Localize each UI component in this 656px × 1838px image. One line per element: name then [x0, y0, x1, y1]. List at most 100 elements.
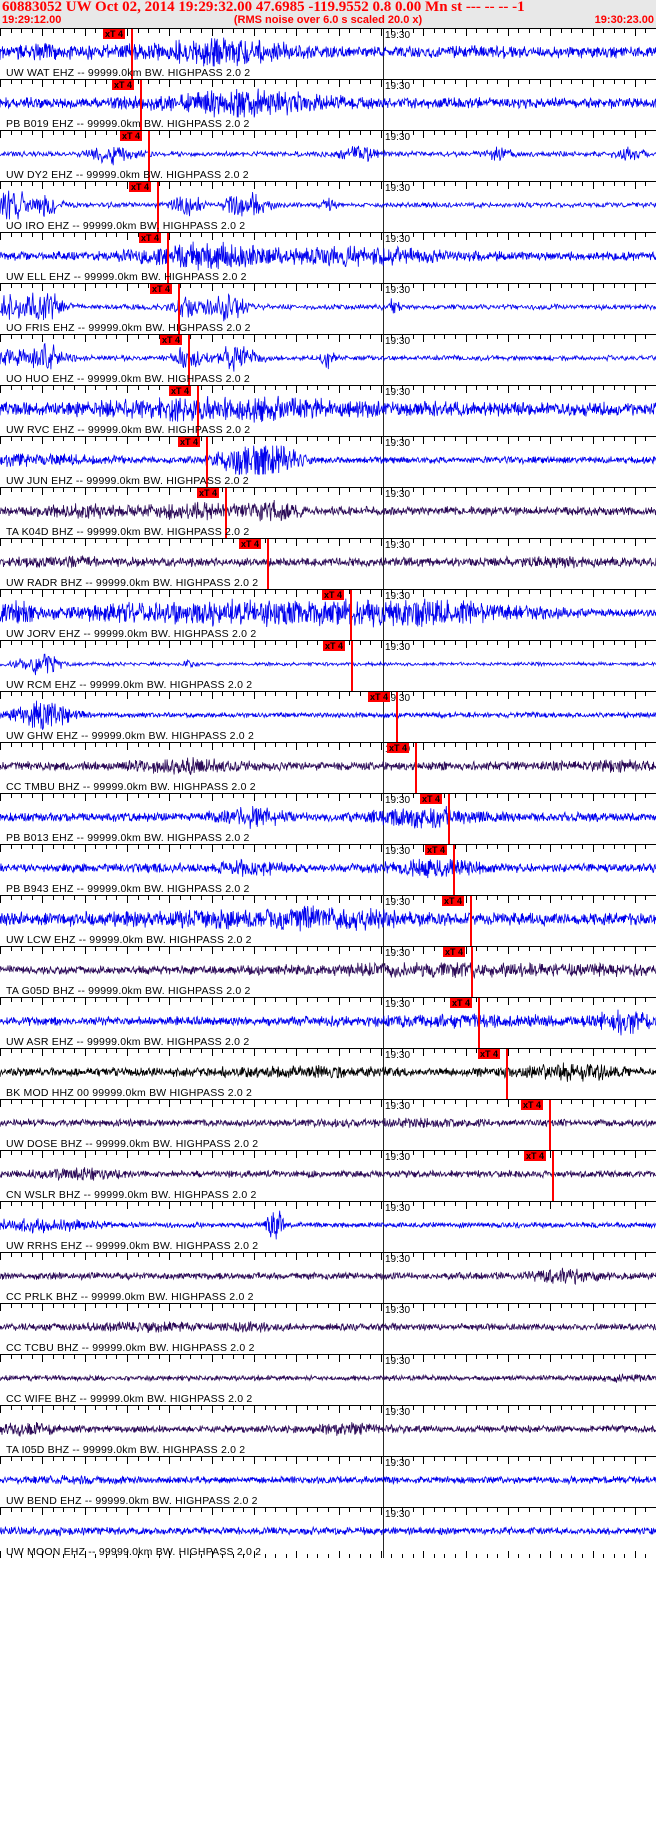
axis-tick	[645, 845, 646, 849]
axis-tick	[106, 641, 107, 645]
trace-row[interactable]: 19:30 CC WIFE BHZ -- 99999.0km BW. HIGHPA…	[0, 1354, 656, 1405]
axis-tick	[317, 1508, 318, 1512]
trace-row[interactable]: 19:30 TA I05D BHZ -- 99999.0km BW. HIGHPA…	[0, 1405, 656, 1456]
axis-tick	[593, 1406, 594, 1413]
axis-tick	[222, 437, 223, 441]
axis-tick	[53, 1406, 54, 1410]
trace-row[interactable]: 19:30 xT 4 TA K04D BHZ -- 99999.0km BW. HI…	[0, 487, 656, 538]
axis-tick	[614, 692, 615, 696]
axis-tick	[116, 29, 117, 33]
axis-tick	[212, 488, 213, 495]
axis-tick	[275, 335, 276, 339]
trace-row[interactable]: 19:30 xT 4 CC TMBU BHZ -- 99999.0km BW. HI…	[0, 742, 656, 793]
axis-tick	[328, 1355, 329, 1359]
axis-tick	[21, 947, 22, 951]
station-label: UW RRHS EHZ -- 99999.0km BW. HIGHPASS 2.…	[6, 1240, 259, 1252]
trace-row[interactable]: 19:30 xT 4 UW DOSE BHZ -- 99999.0km BW. HI…	[0, 1099, 656, 1150]
axis-tick	[635, 284, 636, 291]
time-tick-label: 19:30	[385, 1152, 411, 1163]
axis-tick	[169, 182, 170, 189]
trace-row[interactable]: 19:30 xT 4 UW ELL EHZ -- 99999.0km BW. HIG…	[0, 232, 656, 283]
axis-tick	[571, 539, 572, 543]
trace-row[interactable]: 19:30 xT 4 UW RCM EHZ -- 99999.0km BW. HIG…	[0, 640, 656, 691]
trace-row[interactable]: 19:30 xT 4 UW LCW EHZ -- 99999.0km BW. HIG…	[0, 895, 656, 946]
trace-row[interactable]: 19:30 xT 4 UO HUO EHZ -- 99999.0km BW. HIG…	[0, 334, 656, 385]
trace-row[interactable]: 19:30 xT 4 UW DY2 EHZ -- 99999.0km BW. HIG…	[0, 130, 656, 181]
trace-row[interactable]: 19:30 CC TCBU BHZ -- 99999.0km BW. HIGHPA…	[0, 1303, 656, 1354]
time-marker-line	[383, 539, 384, 589]
axis-tick	[53, 1508, 54, 1512]
axis-tick	[466, 233, 467, 240]
trace-row[interactable]: 19:30 xT 4 UW GHW EHZ -- 99999.0km BW. HIG…	[0, 691, 656, 742]
axis-tick	[561, 1508, 562, 1512]
trace-row[interactable]: 19:30 xT 4 PB B013 EHZ -- 99999.0km BW. HI…	[0, 793, 656, 844]
axis-tick	[582, 1355, 583, 1359]
axis-tick	[603, 80, 604, 84]
trace-row[interactable]: 19:30 xT 4 UW RADR BHZ -- 99999.0km BW. HI…	[0, 538, 656, 589]
axis-tick	[32, 1253, 33, 1257]
axis-tick	[328, 998, 329, 1002]
axis-tick	[603, 284, 604, 288]
axis-tick	[328, 845, 329, 849]
axis-tick	[413, 845, 414, 849]
trace-row[interactable]: 19:30 xT 4 TA G05D BHZ -- 99999.0km BW. HI…	[0, 946, 656, 997]
axis-tick	[201, 437, 202, 441]
trace-row[interactable]: 19:30 xT 4 UW JUN EHZ -- 99999.0km BW. HIG…	[0, 436, 656, 487]
axis-tick	[180, 80, 181, 84]
trace-row[interactable]: 19:30 xT 4 CN WSLR BHZ -- 99999.0km BW. HI…	[0, 1150, 656, 1201]
axis-tick	[53, 29, 54, 33]
trace-row[interactable]: 19:30 xT 4 UW WAT EHZ -- 99999.0km BW. HIG…	[0, 28, 656, 79]
axis-tick	[624, 539, 625, 543]
axis-tick	[159, 1457, 160, 1461]
axis-tick	[95, 488, 96, 492]
axis-tick	[254, 1151, 255, 1158]
trace-row[interactable]: 19:30 xT 4 UW RVC EHZ -- 99999.0km BW. HIG…	[0, 385, 656, 436]
axis-tick	[138, 1554, 139, 1558]
trace-row[interactable]: 19:30 UW BEND EHZ -- 99999.0km BW. HIGHPA…	[0, 1456, 656, 1507]
axis-tick	[106, 590, 107, 594]
axis-tick	[550, 896, 551, 903]
axis-tick	[138, 539, 139, 543]
axis-tick	[180, 794, 181, 798]
trace-row[interactable]: 19:30 xT 4 UO IRO EHZ -- 99999.0km BW. HIG…	[0, 181, 656, 232]
axis-tick	[95, 386, 96, 390]
time-tick-label: 19:30	[385, 234, 411, 245]
axis-tick	[645, 284, 646, 288]
axis-tick	[296, 1049, 297, 1056]
axis-tick	[423, 1049, 424, 1056]
axis-tick	[582, 896, 583, 900]
trace-row[interactable]: 19:30 xT 4 BK MOD HHZ 00 99999.0km BW HIGH…	[0, 1048, 656, 1099]
axis-tick	[201, 845, 202, 849]
axis-tick	[561, 284, 562, 288]
axis-tick	[265, 1304, 266, 1308]
time-axis	[0, 896, 656, 903]
axis-tick	[201, 1457, 202, 1461]
trace-row[interactable]: 19:30 xT 4 UW ASR EHZ -- 99999.0km BW. HIG…	[0, 997, 656, 1048]
trace-row[interactable]: 19:30 UW RRHS EHZ -- 99999.0km BW. HIGHPA…	[0, 1201, 656, 1252]
axis-tick	[582, 488, 583, 492]
axis-tick	[63, 845, 64, 849]
trace-row[interactable]: 19:30 xT 4 UW JORV EHZ -- 99999.0km BW. HI…	[0, 589, 656, 640]
axis-tick	[635, 182, 636, 189]
axis-tick	[106, 488, 107, 492]
axis-tick	[614, 947, 615, 951]
axis-tick	[0, 794, 1, 801]
axis-tick	[550, 1551, 551, 1558]
axis-tick	[413, 947, 414, 951]
axis-tick	[317, 1253, 318, 1257]
trace-row[interactable]: 19:30 UW MOON EHZ -- 99999.0km BW. HIGHPA…	[0, 1507, 656, 1558]
time-tick-label: 19:30	[385, 897, 411, 908]
trace-row[interactable]: 19:30 xT 4 PB B019 EHZ -- 99999.0km BW. HI…	[0, 79, 656, 130]
trace-row[interactable]: 19:30 xT 4 UO FRIS EHZ -- 99999.0km BW. HI…	[0, 283, 656, 334]
axis-tick	[550, 284, 551, 291]
axis-tick	[42, 641, 43, 648]
axis-tick	[307, 437, 308, 441]
trace-row[interactable]: 19:30 CC PRLK BHZ -- 99999.0km BW. HIGHPA…	[0, 1252, 656, 1303]
axis-tick	[370, 284, 371, 288]
trace-row[interactable]: 19:30 xT 4 PB B943 EHZ -- 99999.0km BW. HI…	[0, 844, 656, 895]
axis-tick	[148, 1508, 149, 1512]
axis-tick	[540, 947, 541, 951]
axis-tick	[286, 29, 287, 33]
axis-tick	[85, 947, 86, 954]
time-marker-line	[383, 1508, 384, 1558]
